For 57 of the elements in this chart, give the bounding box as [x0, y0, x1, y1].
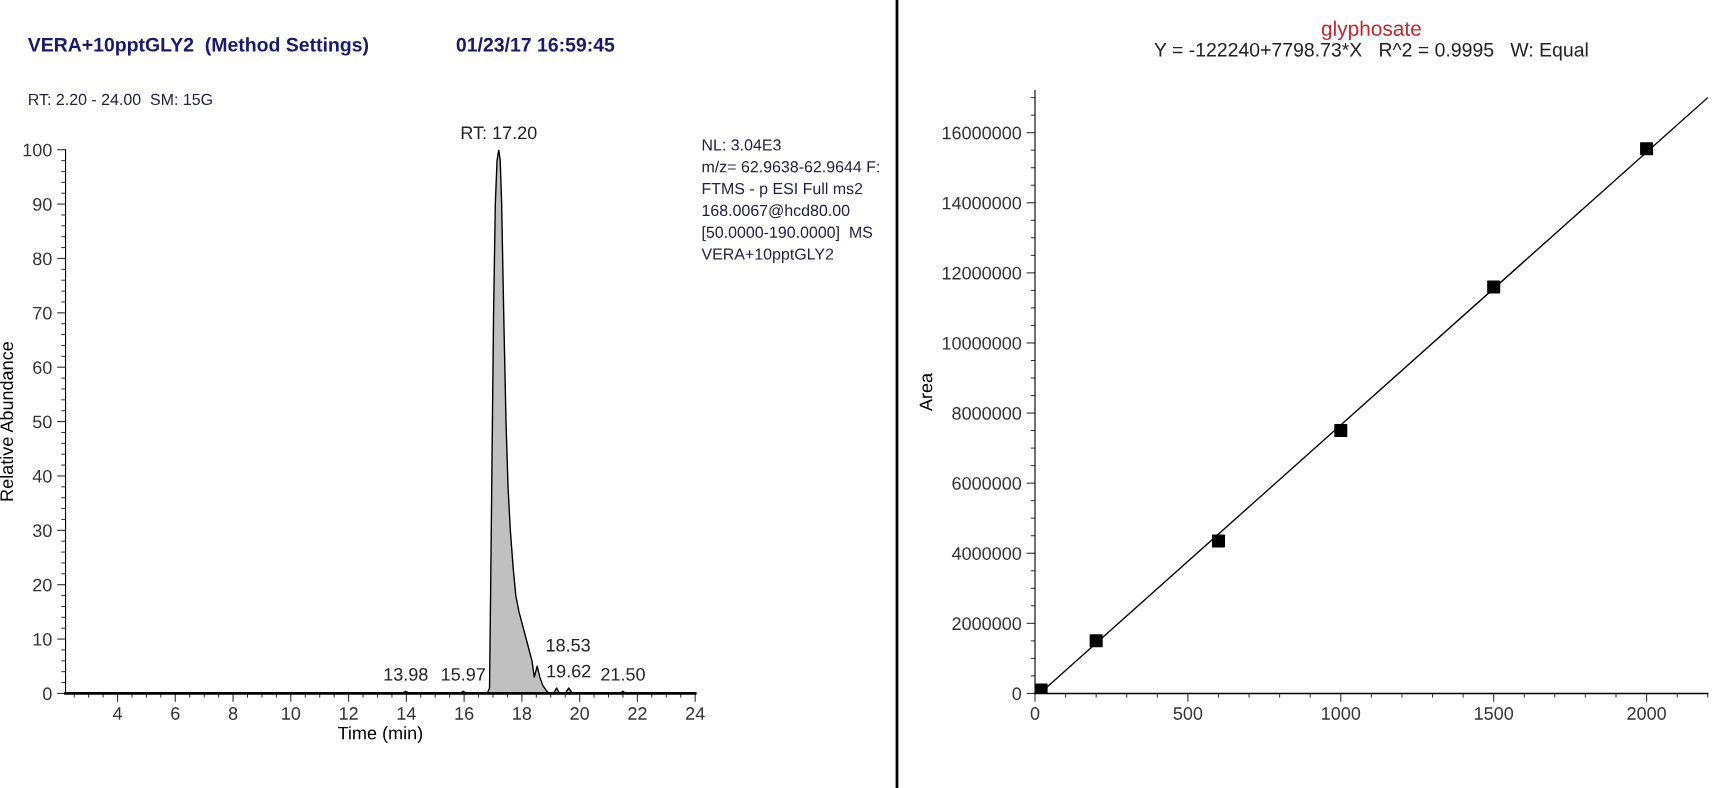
- x-tick-label: 500: [1173, 707, 1203, 720]
- y-tick-label: 80: [33, 252, 52, 266]
- y-tick-label: 0: [43, 687, 52, 701]
- x-tick-label: 4: [112, 707, 123, 720]
- chart-title: VERA+10pptGLY2 (Method Settings): [27, 37, 369, 56]
- x-tick-label: 0: [1030, 707, 1040, 720]
- y-tick-label: 20: [33, 578, 52, 592]
- y-tick-label: 0: [1012, 687, 1022, 701]
- annotation: 19.62: [547, 664, 591, 678]
- y-tick-label: 14000000: [942, 196, 1022, 210]
- x-tick-label: 12: [339, 707, 358, 720]
- y-tick-label: 100: [23, 143, 52, 157]
- x-tick-label: 22: [628, 707, 647, 720]
- y-tick-label: 16000000: [942, 126, 1022, 140]
- x-tick-label: 24: [686, 707, 705, 720]
- y-tick-label: 70: [33, 306, 52, 320]
- y-axis-title: Relative Abundance: [0, 342, 14, 501]
- x-tick-label: 1500: [1474, 707, 1514, 720]
- text: NL: 3.04E3 m/z= 62.9638-62.9644 F: FTMS - p ESI Full ms2 168.0067@hcd80.00 [50.0000-190.0000] MS VERA+10pptGLY2: [701, 139, 879, 263]
- x-tick-label: 10: [282, 707, 301, 720]
- x-axis-title: Time (min): [337, 726, 423, 744]
- point: [1334, 424, 1348, 438]
- point: [1640, 142, 1654, 156]
- chart-subtitle: 01/23/17 16:59:45: [456, 37, 615, 52]
- x-tick-label: 18: [513, 707, 532, 720]
- point: [1035, 683, 1048, 694]
- text: RT: 2.20 - 24.00 SM: 15G: [29, 93, 212, 106]
- x-tick-label: 2000: [1627, 707, 1666, 720]
- y-tick-label: 10: [33, 633, 52, 646]
- x-tick-label: 20: [570, 707, 589, 720]
- y-tick-label: 50: [33, 415, 52, 429]
- y-tick-label: 4000000: [951, 547, 1022, 560]
- y-axis-title: Area: [919, 372, 933, 412]
- annotation: RT: 17.20: [461, 126, 537, 140]
- annotation: 18.53: [546, 638, 590, 652]
- annotation: 13.98: [384, 667, 428, 681]
- point: [1487, 280, 1501, 294]
- x-tick-label: 8: [228, 707, 238, 720]
- y-tick-label: 30: [32, 524, 52, 538]
- x-tick-label: 6: [171, 707, 180, 720]
- y-tick-label: 12000000: [942, 266, 1022, 280]
- y-tick-label: 40: [32, 469, 52, 483]
- x-tick-label: 16: [455, 707, 474, 720]
- x-tick-label: 1000: [1322, 707, 1361, 720]
- annotation: 15.97: [442, 667, 485, 681]
- y-tick-label: 90: [33, 198, 52, 211]
- chart-title: glyphosate: [1321, 20, 1421, 41]
- y-tick-label: 2000000: [952, 617, 1022, 631]
- y-tick-label: 10000000: [942, 336, 1022, 350]
- x-tick-label: 14: [397, 707, 416, 720]
- y-tick-label: 60: [33, 361, 52, 374]
- chart-subtitle: Y = -122240+7798.73*X R^2 = 0.9995 W: Equal: [1154, 42, 1588, 61]
- annotation: 21.50: [601, 667, 645, 681]
- point: [1211, 534, 1225, 548]
- y-tick-label: 6000000: [952, 477, 1022, 490]
- y-tick-label: 8000000: [952, 406, 1022, 420]
- point: [1089, 634, 1103, 648]
